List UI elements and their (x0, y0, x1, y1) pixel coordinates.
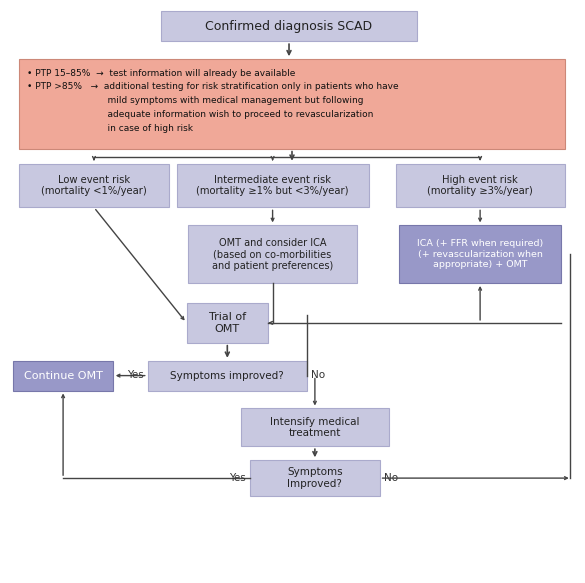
FancyBboxPatch shape (19, 164, 168, 208)
Text: Symptoms improved?: Symptoms improved? (170, 371, 284, 381)
Text: ICA (+ FFR when required)
(+ revascularization when
appropriate) + OMT: ICA (+ FFR when required) (+ revasculari… (417, 239, 543, 269)
FancyBboxPatch shape (400, 225, 560, 283)
Text: Intensify medical
treatment: Intensify medical treatment (270, 416, 360, 438)
Text: Continue OMT: Continue OMT (23, 371, 102, 381)
Text: • PTP >85%   →  additional testing for risk stratification only in patients who : • PTP >85% → additional testing for risk… (27, 82, 399, 92)
FancyBboxPatch shape (395, 164, 565, 208)
Text: No: No (384, 473, 398, 483)
Text: Low event risk
(mortality <1%/year): Low event risk (mortality <1%/year) (41, 175, 147, 196)
Text: Symptoms
Improved?: Symptoms Improved? (287, 468, 343, 489)
FancyBboxPatch shape (250, 460, 380, 496)
Text: • PTP 15–85%  →  test information will already be available: • PTP 15–85% → test information will alr… (27, 69, 295, 78)
Text: High event risk
(mortality ≥3%/year): High event risk (mortality ≥3%/year) (427, 175, 533, 196)
FancyBboxPatch shape (19, 59, 565, 149)
Text: mild symptoms with medical management but following: mild symptoms with medical management bu… (27, 96, 364, 106)
Text: Yes: Yes (127, 370, 144, 380)
Text: Yes: Yes (229, 473, 246, 483)
Text: Trial of
OMT: Trial of OMT (209, 312, 246, 333)
Text: No: No (311, 370, 325, 380)
Text: in case of high risk: in case of high risk (27, 124, 193, 134)
FancyBboxPatch shape (147, 361, 307, 391)
FancyBboxPatch shape (177, 164, 369, 208)
Text: adequate information wish to proceed to revascularization: adequate information wish to proceed to … (27, 110, 374, 120)
FancyBboxPatch shape (241, 409, 388, 446)
FancyBboxPatch shape (187, 303, 268, 343)
FancyBboxPatch shape (188, 225, 357, 283)
Text: Intermediate event risk
(mortality ≥1% but <3%/year): Intermediate event risk (mortality ≥1% b… (197, 175, 349, 196)
FancyBboxPatch shape (161, 11, 418, 41)
Text: Confirmed diagnosis SCAD: Confirmed diagnosis SCAD (205, 20, 373, 33)
Text: OMT and consider ICA
(based on co-morbilities
and patient preferences): OMT and consider ICA (based on co-morbil… (212, 238, 333, 271)
FancyBboxPatch shape (13, 361, 113, 391)
